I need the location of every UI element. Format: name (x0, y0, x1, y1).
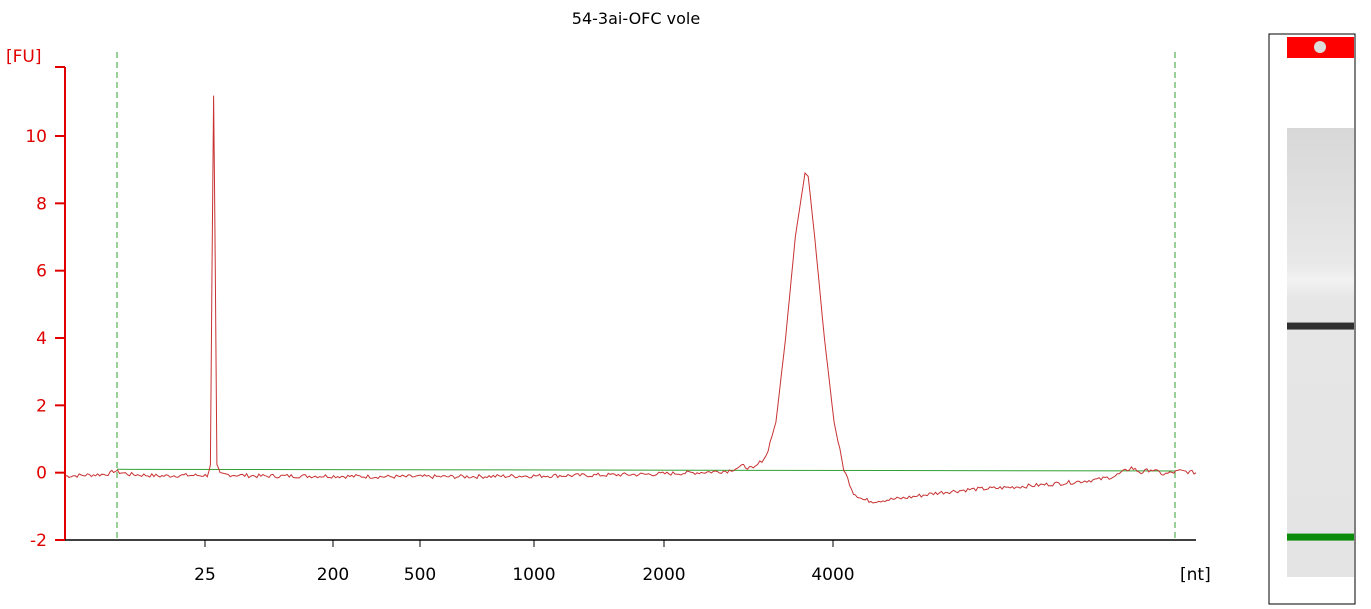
y-tick-label: 10 (25, 127, 47, 147)
y-tick-label: 0 (36, 464, 47, 484)
gel-lane (1268, 33, 1356, 605)
x-tick-label: 500 (404, 565, 436, 585)
y-tick-label: 6 (36, 262, 47, 282)
trace-line (64, 95, 1197, 504)
x-tick-label: 2000 (642, 565, 685, 585)
gel-lane-band (1287, 533, 1354, 541)
y-tick-label: 2 (36, 396, 47, 416)
baseline-line (116, 468, 1176, 472)
gel-lane-background (1287, 128, 1354, 577)
x-tick-label: 200 (317, 565, 349, 585)
y-axis-unit-label: [FU] (6, 47, 42, 67)
gel-lane-band (1287, 322, 1354, 330)
baseline (116, 468, 1176, 472)
x-tick-label: 4000 (811, 565, 854, 585)
y-tick-label: 4 (36, 329, 47, 349)
x-axis-unit-label: [nt] (1180, 565, 1211, 585)
y-tick-label: 8 (36, 194, 47, 214)
x-tick-label: 1000 (512, 565, 555, 585)
x-axis: 25 200 500 1000 2000 4000 (65, 539, 1196, 585)
size-marker-lines (116, 52, 1176, 540)
y-tick-label: -2 (30, 531, 47, 551)
electropherogram-trace (64, 95, 1197, 504)
x-tick-label: 25 (194, 565, 216, 585)
y-axis: -2 0 2 4 6 8 10 (25, 66, 66, 551)
gel-lane-header-dot-icon (1314, 41, 1326, 53)
chart-title: 54-3ai-OFC vole (572, 9, 700, 28)
